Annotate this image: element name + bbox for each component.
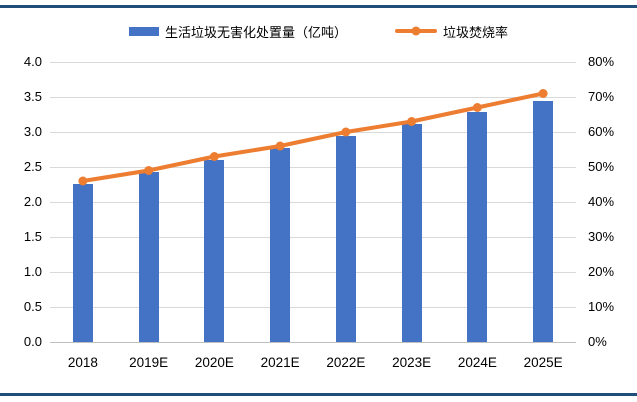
bar-2019E <box>138 171 159 342</box>
legend-item-bar-series: 生活垃圾无害化处置量（亿吨） <box>128 22 347 41</box>
left-axis-tick: 3.0 <box>23 124 42 139</box>
line-marker-icon <box>411 26 421 36</box>
bar-2018 <box>72 183 93 342</box>
left-axis-tick: 0.0 <box>23 334 42 349</box>
right-axis-tick: 50% <box>588 159 615 174</box>
left-axis-tick: 1.0 <box>23 264 42 279</box>
line-series <box>78 89 548 186</box>
bar-series-label: 生活垃圾无害化处置量（亿吨） <box>164 24 347 40</box>
right-axis-tick: 60% <box>588 124 615 139</box>
legend-item-line-series: 垃圾焚烧率 <box>395 22 508 41</box>
left-axis-tick: 2.5 <box>23 159 42 174</box>
grid-line <box>50 167 576 168</box>
line-marker-2024E <box>472 103 482 112</box>
bar-2020E <box>204 160 225 342</box>
grid-line <box>50 97 576 98</box>
right-axis-tick: 70% <box>588 89 615 104</box>
bar-2022E <box>335 136 356 342</box>
right-axis-tick: 30% <box>588 229 615 244</box>
top-divider <box>0 5 637 8</box>
bar-2025E <box>533 100 554 342</box>
line-marker-2021E <box>275 141 285 151</box>
line-marker-2023E <box>407 117 417 126</box>
right-axis-tick: 40% <box>588 194 615 209</box>
left-axis-tick: 0.5 <box>23 299 42 314</box>
bar-2024E <box>467 112 488 342</box>
grid-line <box>50 307 576 308</box>
right-axis-tick: 10% <box>588 299 615 314</box>
bar-2023E <box>401 124 422 342</box>
left-axis-tick: 3.5 <box>23 89 42 104</box>
line-marker-2020E <box>209 152 219 161</box>
line-series-swatch-icon <box>395 26 437 36</box>
line-marker-2019E <box>144 166 154 175</box>
x-axis-tick: 2025E <box>523 355 563 370</box>
chart-legend: 生活垃圾无害化处置量（亿吨） 垃圾焚烧率 <box>0 19 637 43</box>
right-axis-tick: 20% <box>588 264 615 279</box>
x-axis-tick: 2023E <box>392 355 432 370</box>
bar-series-swatch-icon <box>128 26 159 36</box>
x-axis-tick: 2018 <box>67 355 98 370</box>
bottom-divider <box>0 393 637 396</box>
x-axis-tick: 2022E <box>326 355 366 370</box>
right-axis-tick: 80% <box>588 54 615 69</box>
right-axis-tick: 0% <box>588 334 607 349</box>
x-axis-tick: 2021E <box>260 355 300 370</box>
line-marker-2018 <box>78 176 88 186</box>
grid-line <box>50 237 576 238</box>
x-axis-tick: 2024E <box>457 355 497 370</box>
left-axis-tick: 2.0 <box>23 194 42 209</box>
x-axis-line <box>50 342 576 343</box>
left-axis-tick: 4.0 <box>23 54 42 69</box>
grid-line <box>50 132 576 133</box>
grid-line <box>50 202 576 203</box>
line-marker-2025E <box>538 89 548 98</box>
line-marker-2022E <box>341 127 351 137</box>
plot-area <box>50 62 576 343</box>
line-path <box>80 91 546 183</box>
bar-2021E <box>270 148 291 342</box>
line-series-label: 垃圾焚烧率 <box>443 24 509 40</box>
grid-line <box>50 272 576 273</box>
grid-line <box>50 62 576 63</box>
x-axis-tick: 2020E <box>194 355 234 370</box>
left-axis-tick: 1.5 <box>23 229 42 244</box>
x-axis-tick: 2019E <box>129 355 169 370</box>
